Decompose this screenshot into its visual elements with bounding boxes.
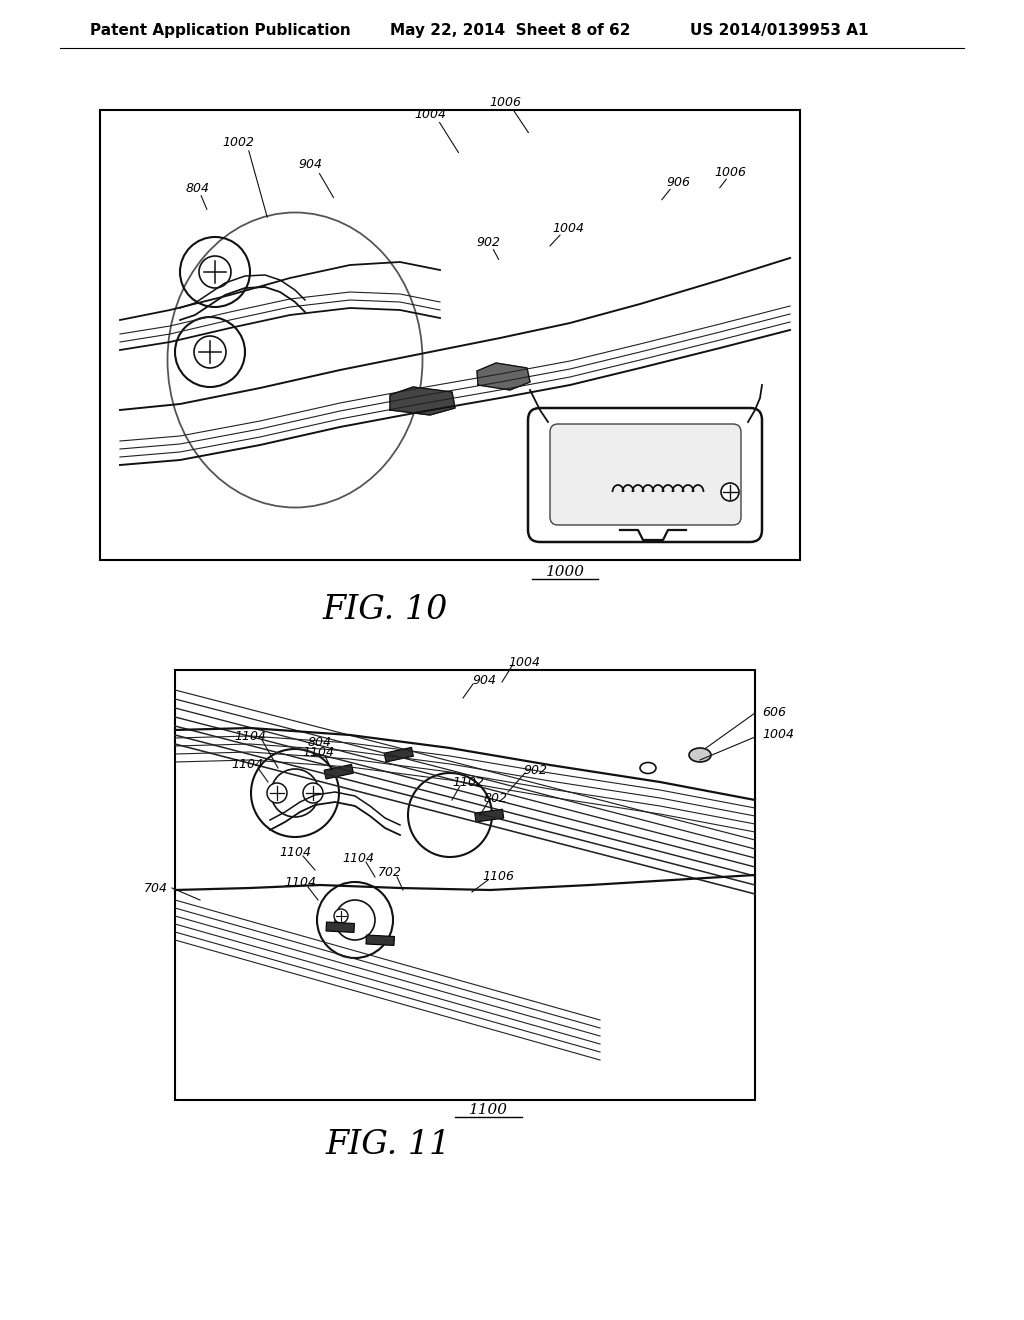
Circle shape: [335, 900, 375, 940]
Polygon shape: [477, 363, 530, 389]
Text: 804: 804: [186, 181, 210, 194]
Circle shape: [334, 909, 348, 923]
Bar: [100, 110, 800, 560]
Text: May 22, 2014  Sheet 8 of 62: May 22, 2014 Sheet 8 of 62: [390, 22, 631, 37]
Text: 1104: 1104: [234, 730, 266, 743]
Bar: [326, 921, 354, 932]
Text: 1006: 1006: [714, 165, 746, 178]
Text: 1102: 1102: [452, 776, 484, 789]
Text: 1006: 1006: [489, 95, 521, 108]
Text: US 2014/0139953 A1: US 2014/0139953 A1: [690, 22, 868, 37]
Bar: [475, 809, 504, 822]
Circle shape: [721, 483, 739, 502]
Circle shape: [194, 337, 226, 368]
Text: 1104: 1104: [231, 759, 263, 771]
Text: 1106: 1106: [482, 870, 514, 883]
Text: 1000: 1000: [546, 565, 585, 579]
Text: Patent Application Publication: Patent Application Publication: [90, 22, 351, 37]
Text: 1104: 1104: [302, 747, 334, 759]
Text: 1004: 1004: [762, 729, 794, 742]
Text: 804: 804: [308, 735, 332, 748]
Text: 1004: 1004: [414, 108, 446, 121]
Text: 1104: 1104: [342, 851, 374, 865]
Text: 906: 906: [666, 176, 690, 189]
Text: 704: 704: [144, 882, 168, 895]
Bar: [384, 747, 414, 762]
Circle shape: [267, 783, 287, 803]
FancyBboxPatch shape: [528, 408, 762, 543]
Polygon shape: [390, 387, 455, 414]
Text: 1104: 1104: [279, 846, 311, 858]
Circle shape: [199, 256, 231, 288]
Text: 802: 802: [484, 792, 508, 804]
Text: FIG. 11: FIG. 11: [326, 1129, 451, 1162]
Bar: [366, 935, 394, 945]
Text: 902: 902: [523, 763, 547, 776]
Ellipse shape: [689, 748, 711, 762]
Ellipse shape: [640, 763, 656, 774]
Circle shape: [271, 770, 319, 817]
Text: 1004: 1004: [552, 222, 584, 235]
Text: 902: 902: [476, 235, 500, 248]
Text: FIG. 10: FIG. 10: [323, 594, 447, 626]
Text: 1002: 1002: [222, 136, 254, 149]
Text: 1100: 1100: [469, 1104, 508, 1117]
Text: 1104: 1104: [284, 876, 316, 890]
FancyBboxPatch shape: [550, 424, 741, 525]
Text: 702: 702: [378, 866, 402, 879]
Bar: [175, 671, 755, 1100]
Text: 904: 904: [298, 158, 322, 172]
Text: 606: 606: [762, 706, 786, 719]
Circle shape: [303, 783, 323, 803]
Text: 1004: 1004: [508, 656, 540, 668]
Bar: [325, 764, 353, 779]
Text: 904: 904: [472, 673, 496, 686]
